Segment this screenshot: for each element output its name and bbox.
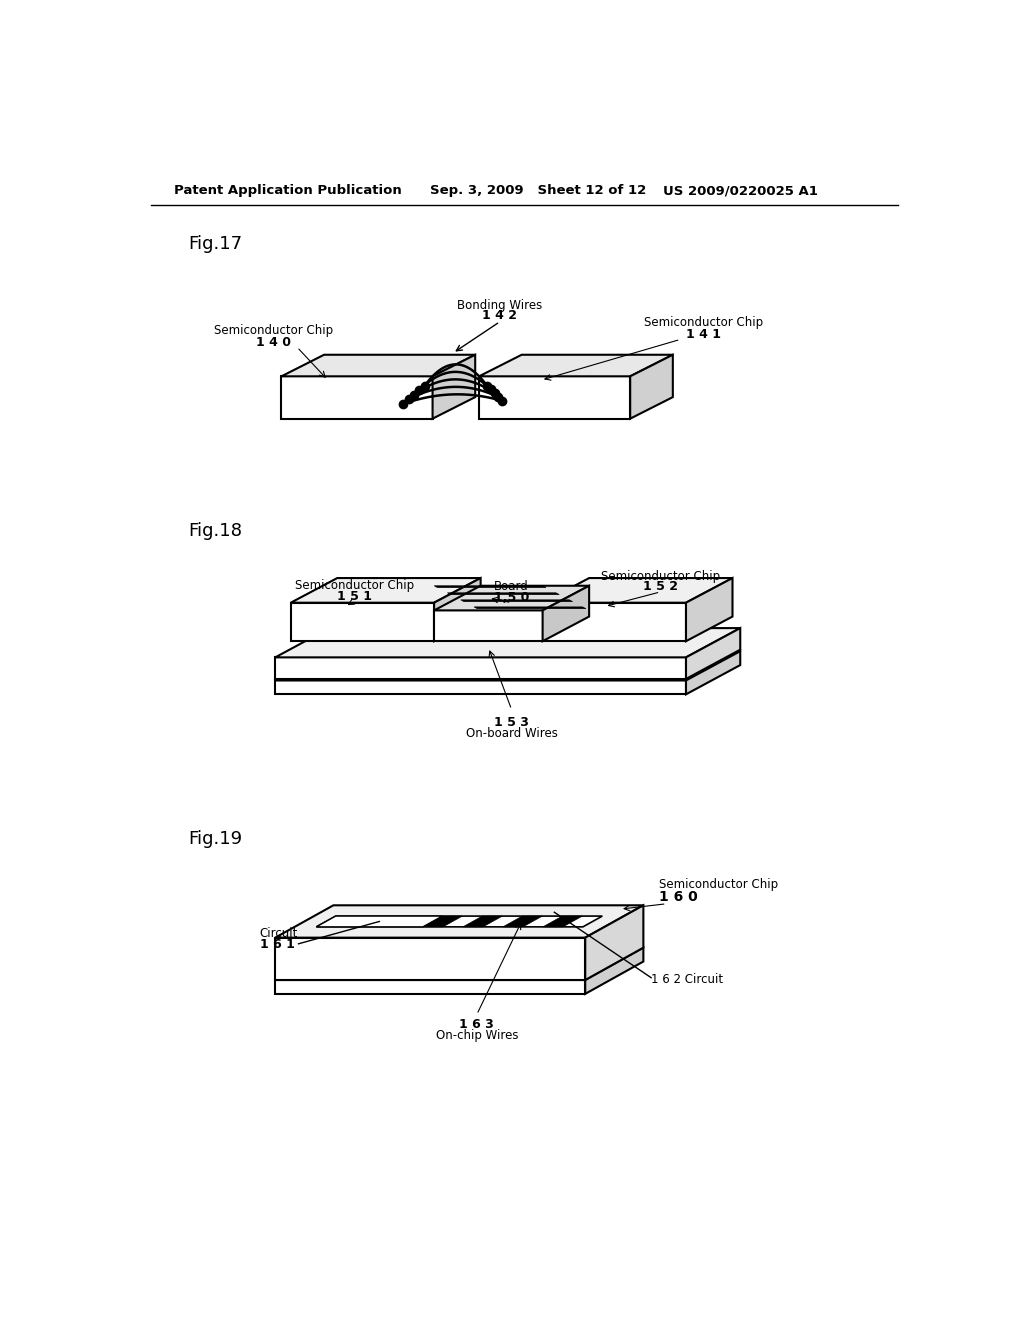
Polygon shape bbox=[543, 586, 589, 642]
Text: 1 5 3: 1 5 3 bbox=[495, 715, 529, 729]
Polygon shape bbox=[432, 355, 475, 418]
Text: Semiconductor Chip: Semiconductor Chip bbox=[214, 323, 333, 337]
Text: Board: Board bbox=[495, 581, 529, 594]
Text: US 2009/0220025 A1: US 2009/0220025 A1 bbox=[663, 185, 817, 197]
Polygon shape bbox=[434, 586, 546, 587]
Text: 1 4 0: 1 4 0 bbox=[256, 335, 291, 348]
Text: 1 6 3: 1 6 3 bbox=[460, 1019, 495, 1031]
Polygon shape bbox=[316, 916, 602, 927]
Text: Fig.18: Fig.18 bbox=[188, 521, 243, 540]
Polygon shape bbox=[479, 355, 673, 376]
Text: Fig.19: Fig.19 bbox=[188, 830, 243, 847]
Polygon shape bbox=[275, 651, 740, 681]
Text: Patent Application Publication: Patent Application Publication bbox=[174, 185, 402, 197]
Polygon shape bbox=[503, 916, 543, 927]
Polygon shape bbox=[447, 593, 559, 594]
Polygon shape bbox=[275, 628, 740, 657]
Polygon shape bbox=[461, 599, 572, 602]
Text: On-chip Wires: On-chip Wires bbox=[435, 1030, 518, 1043]
Text: 1 6 1: 1 6 1 bbox=[260, 937, 295, 950]
Text: Semiconductor Chip: Semiconductor Chip bbox=[658, 878, 778, 891]
Polygon shape bbox=[543, 578, 732, 603]
Polygon shape bbox=[275, 948, 643, 979]
Polygon shape bbox=[463, 916, 503, 927]
Polygon shape bbox=[423, 916, 462, 927]
Text: Fig.17: Fig.17 bbox=[188, 235, 243, 253]
Polygon shape bbox=[275, 979, 586, 994]
Polygon shape bbox=[686, 578, 732, 642]
Text: 1,5 0: 1,5 0 bbox=[494, 591, 529, 605]
Polygon shape bbox=[316, 916, 442, 927]
Polygon shape bbox=[282, 376, 432, 418]
Polygon shape bbox=[630, 355, 673, 418]
Text: 1 6 2 Circuit: 1 6 2 Circuit bbox=[651, 973, 723, 986]
Text: Semiconductor Chip: Semiconductor Chip bbox=[295, 578, 414, 591]
Polygon shape bbox=[686, 651, 740, 694]
Text: 1 6 0: 1 6 0 bbox=[658, 890, 697, 904]
Text: 1 4 1: 1 4 1 bbox=[686, 327, 721, 341]
Polygon shape bbox=[434, 610, 543, 642]
Text: On-board Wires: On-board Wires bbox=[466, 726, 557, 739]
Text: 1 4 2: 1 4 2 bbox=[482, 309, 517, 322]
Polygon shape bbox=[586, 906, 643, 979]
Polygon shape bbox=[282, 355, 475, 376]
Text: 1 5 2: 1 5 2 bbox=[643, 581, 678, 594]
Polygon shape bbox=[291, 578, 480, 603]
Text: Circuit: Circuit bbox=[260, 927, 298, 940]
Polygon shape bbox=[543, 603, 686, 642]
Polygon shape bbox=[275, 681, 686, 694]
Text: Semiconductor Chip: Semiconductor Chip bbox=[601, 570, 720, 582]
Polygon shape bbox=[275, 657, 686, 678]
Text: Sep. 3, 2009   Sheet 12 of 12: Sep. 3, 2009 Sheet 12 of 12 bbox=[430, 185, 646, 197]
Polygon shape bbox=[543, 916, 583, 927]
Polygon shape bbox=[686, 628, 740, 678]
Polygon shape bbox=[586, 948, 643, 994]
Text: 1 5 1: 1 5 1 bbox=[337, 590, 372, 603]
Polygon shape bbox=[275, 937, 586, 979]
Text: Bonding Wires: Bonding Wires bbox=[458, 298, 543, 312]
Polygon shape bbox=[479, 376, 630, 418]
Polygon shape bbox=[434, 578, 480, 642]
Polygon shape bbox=[275, 906, 643, 937]
Text: Semiconductor Chip: Semiconductor Chip bbox=[644, 317, 763, 329]
Polygon shape bbox=[474, 607, 586, 609]
Polygon shape bbox=[291, 603, 434, 642]
Polygon shape bbox=[434, 586, 589, 610]
